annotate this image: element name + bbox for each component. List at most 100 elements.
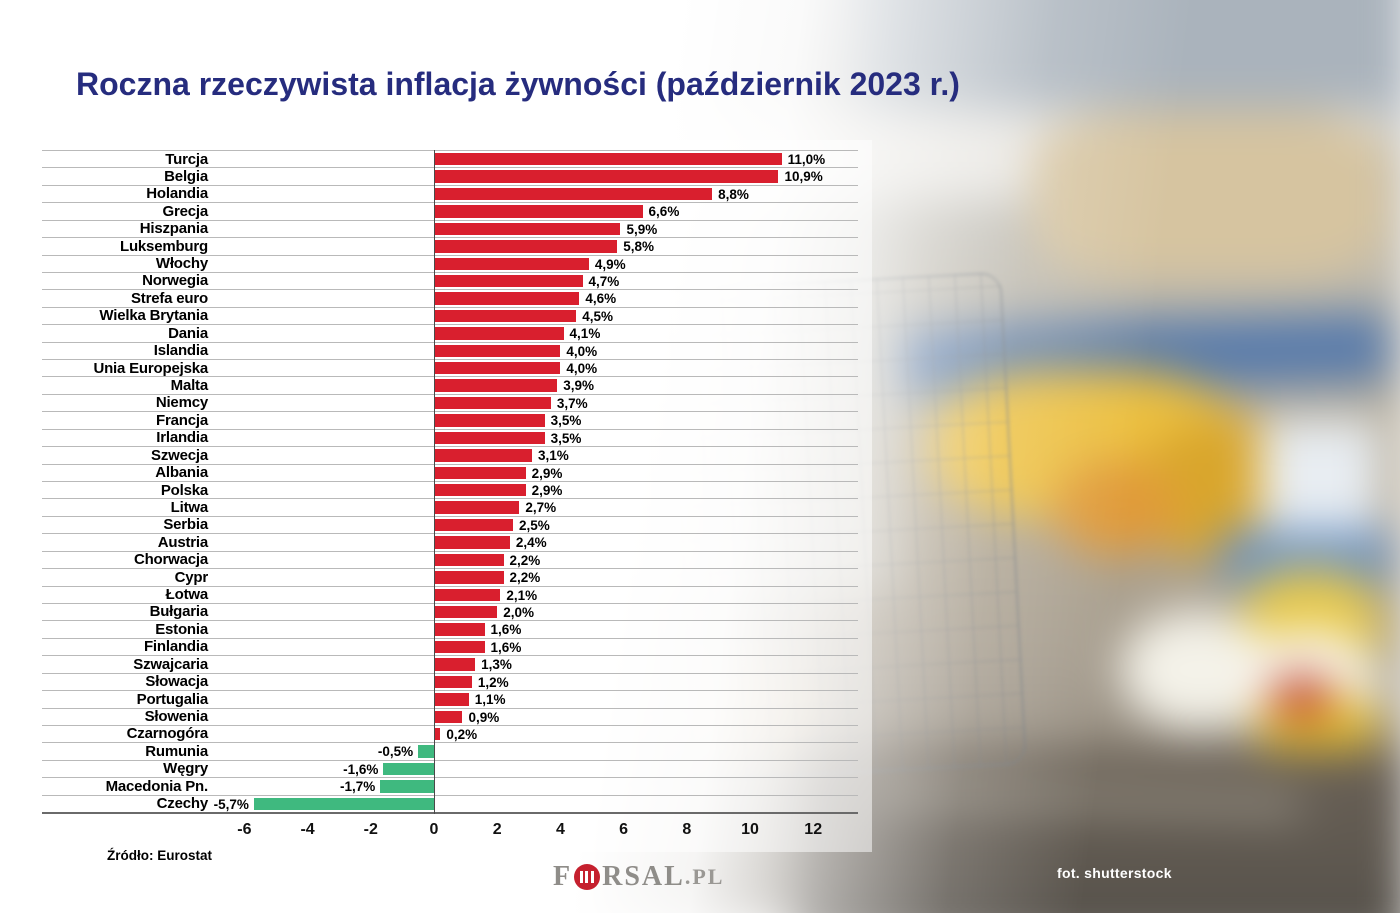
negative-bar (418, 745, 434, 758)
positive-bar (434, 571, 504, 584)
x-axis: -6 -4 -2 0 2 4 6 8 10 12 (42, 821, 858, 845)
x-tick-label: 6 (619, 821, 629, 838)
positive-bar (434, 205, 643, 218)
value-label: -0,5% (377, 744, 414, 760)
positive-bar (434, 536, 510, 549)
chart-row: Norwegia 4,7% (42, 273, 858, 291)
value-label: 3,9% (563, 378, 595, 394)
zero-axis-line (434, 150, 435, 814)
positive-bar (434, 292, 580, 305)
country-label: Chorwacja (133, 551, 208, 569)
value-label: 0,2% (446, 726, 478, 742)
country-label: Unia Europejska (93, 359, 208, 377)
photo-credit: fot. shutterstock (1057, 865, 1172, 881)
value-label: 4,9% (594, 256, 626, 272)
chart-row: Rumunia -0,5% (42, 743, 858, 761)
positive-bar (434, 605, 498, 619)
country-label: Grecja (162, 202, 209, 220)
chart-row: Litwa 2,7% (42, 498, 858, 517)
chart-row: Hiszpania 5,9% (42, 221, 858, 239)
value-label: 2,4% (515, 535, 547, 551)
country-label: Austria (157, 533, 208, 551)
chart-rows: Turcja 11,0% Belgia 10,9% Holandia 8,8% Grecja… (42, 150, 858, 814)
country-label: Portugalia (136, 690, 209, 708)
country-label: Czechy (156, 795, 209, 813)
country-label: Estonia (155, 620, 208, 638)
country-label: Czarnogóra (126, 725, 209, 743)
value-label: 1,1% (474, 692, 506, 708)
negative-bar (253, 797, 434, 811)
value-label: 4,0% (566, 361, 598, 377)
value-label: 4,1% (569, 326, 601, 342)
positive-bar (434, 727, 441, 741)
positive-bar (434, 640, 485, 654)
value-label: 4,7% (588, 273, 620, 289)
chart-row: Belgia 10,9% (42, 167, 858, 186)
chart-row: Niemcy 3,7% (42, 395, 858, 413)
chart-row: Szwajcaria 1,3% (42, 656, 858, 674)
chart-row: Albania 2,9% (42, 465, 858, 483)
chart-row: Serbia 2,5% (42, 516, 858, 535)
chart-row: Islandia 4,0% (42, 342, 858, 361)
x-tick-label: 4 (555, 821, 565, 838)
country-label: Belgia (164, 167, 208, 185)
chart-row: Słowenia 0,9% (42, 709, 858, 726)
value-label: -1,7% (340, 779, 376, 795)
positive-bar (434, 449, 532, 462)
value-label: 1,6% (490, 639, 522, 655)
positive-bar (434, 344, 561, 358)
chart-row: Polska 2,9% (42, 482, 858, 500)
value-label: 4,6% (585, 291, 617, 307)
value-label: 2,9% (531, 465, 563, 481)
country-label: Francja (156, 411, 208, 429)
chart-row: Holandia 8,8% (42, 186, 858, 204)
chart-row: Strefa euro 4,6% (42, 290, 858, 308)
chart-row: Irlandia 3,5% (42, 429, 858, 448)
positive-bar (434, 240, 618, 253)
country-label: Bułgaria (149, 603, 209, 621)
chart-row: Słowacja 1,2% (42, 674, 858, 692)
chart-row: Węgry -1,6% (42, 761, 858, 779)
country-label: Słowenia (144, 708, 209, 725)
chart-row: Wielka Brytania 4,5% (42, 308, 858, 326)
value-label: -5,7% (213, 796, 249, 812)
positive-bar (434, 379, 558, 392)
positive-bar (434, 623, 485, 636)
chart-row: Turcja 11,0% (42, 151, 858, 169)
negative-bar (380, 780, 434, 793)
positive-bar (434, 675, 472, 689)
value-label: 5,9% (626, 221, 658, 237)
value-label: 2,7% (525, 500, 557, 516)
country-label: Islandia (153, 342, 208, 360)
positive-bar (434, 170, 779, 183)
value-label: 1,6% (490, 622, 522, 638)
chart-row: Grecja 6,6% (42, 202, 858, 221)
positive-bar (434, 153, 782, 166)
positive-bar (434, 327, 564, 340)
value-label: 2,2% (509, 552, 541, 568)
country-label: Litwa (170, 498, 209, 516)
chart-row: Estonia 1,6% (42, 620, 858, 639)
country-label: Dania (168, 324, 208, 342)
x-tick-label: 2 (492, 821, 502, 838)
x-tick-label: 8 (682, 821, 692, 838)
source-note: Źródło: Eurostat (107, 848, 212, 863)
positive-bar (434, 274, 583, 288)
x-tick-label: -6 (237, 821, 252, 838)
chart-title: Roczna rzeczywista inflacja żywności (pa… (76, 66, 960, 102)
positive-bar (434, 309, 577, 323)
value-label: 5,8% (623, 239, 655, 255)
positive-bar (434, 484, 526, 497)
positive-bar (434, 518, 513, 532)
chart-row: Włochy 4,9% (42, 256, 858, 273)
chart-row: Czarnogóra 0,2% (42, 725, 858, 744)
country-label: Serbia (163, 516, 208, 534)
value-label: 10,9% (784, 169, 823, 185)
country-label: Szwecja (151, 446, 208, 464)
x-tick-label: 0 (429, 821, 439, 838)
country-label: Irlandia (156, 429, 208, 447)
value-label: 4,0% (566, 343, 598, 359)
chart-row: Portugalia 1,1% (42, 690, 858, 709)
chart-row: Dania 4,1% (42, 324, 858, 343)
